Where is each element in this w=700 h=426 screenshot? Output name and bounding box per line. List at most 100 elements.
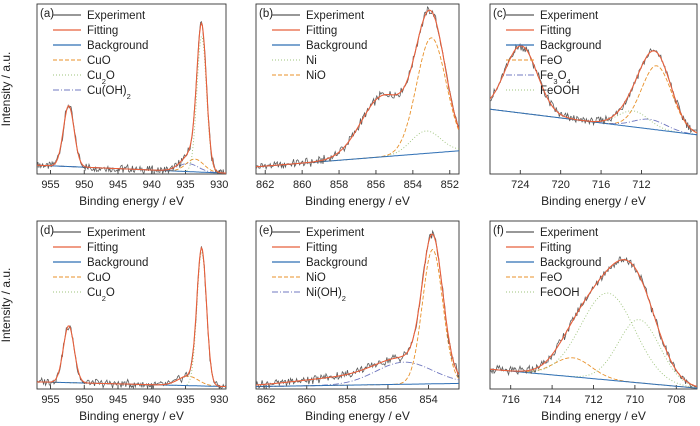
series-nio (256, 37, 459, 168)
plot-area (490, 42, 697, 136)
legend-label: FeO (540, 55, 562, 67)
y-axis-label: Intensity / a.u. (0, 268, 13, 343)
x-tick-label: 940 (143, 179, 161, 191)
legend-item-experiment: Experiment (272, 227, 365, 239)
legend-item-nio: NiO (272, 70, 326, 82)
legend-item-background: Background (272, 40, 367, 52)
x-tick-label: 716 (502, 394, 520, 406)
plot-area (37, 246, 226, 389)
x-tick-label: 856 (367, 179, 385, 191)
legend-label: Fitting (306, 242, 337, 254)
legend-item-background: Background (506, 40, 601, 52)
x-tick-label: 724 (511, 179, 529, 191)
x-tick-label: 950 (75, 394, 93, 406)
x-tick-label: 955 (41, 394, 59, 406)
legend-item-experiment: Experiment (53, 227, 146, 239)
legend-item-fe3o4: Fe3O4 (506, 70, 571, 86)
legend-label: Ni(OH)2 (306, 287, 346, 303)
legend-label: FeOOH (540, 85, 580, 97)
legend-label: Background (306, 257, 367, 269)
legend-label: CuO (87, 55, 111, 67)
plot-frame (36, 3, 227, 175)
series-experiment (490, 42, 697, 134)
x-axis-label: Binding energy / eV (79, 409, 184, 423)
panel-label: (e) (259, 225, 273, 237)
plot-area (256, 6, 459, 171)
series-fitting (37, 246, 226, 388)
legend-item-experiment: Experiment (506, 10, 599, 22)
plot-area (37, 20, 226, 174)
legend-item-nioh2: Ni(OH)2 (272, 287, 346, 303)
legend-label: Fitting (306, 25, 337, 37)
x-axis-label: Binding energy / eV (541, 194, 646, 208)
legend-label: Background (540, 257, 601, 269)
plot-area (490, 256, 697, 389)
legend-item-background: Background (506, 257, 601, 269)
legend-label: Experiment (87, 10, 146, 22)
legend-label: NiO (306, 70, 326, 82)
y-axis-label: Intensity / a.u. (0, 52, 13, 127)
x-tick-label: 935 (176, 179, 194, 191)
legend-label: FeOOH (540, 287, 580, 299)
legend-item-cuoh2: Cu(OH)2 (53, 85, 131, 101)
series-fitting (256, 9, 459, 168)
x-tick-label: 860 (293, 179, 311, 191)
legend-item-cuo: CuO (53, 55, 111, 67)
legend-item-background: Background (272, 257, 367, 269)
series-ni (256, 130, 459, 168)
x-tick-label: 862 (257, 394, 275, 406)
legend-item-cu2o: Cu2O (53, 70, 115, 86)
x-tick-label: 708 (667, 394, 685, 406)
panel-f: (f) 716 714 712 710 708 Binding energy / eV Exp… (489, 220, 698, 423)
legend-item-experiment: Experiment (506, 227, 599, 239)
plot-frame (255, 3, 460, 175)
x-tick-label: 858 (338, 394, 356, 406)
plot-frame (36, 220, 227, 390)
series-cu2o (37, 250, 226, 388)
x-tick-label: 852 (441, 179, 459, 191)
x-tick-label: 712 (584, 394, 602, 406)
plot-frame (489, 220, 698, 390)
panel-label: (c) (493, 8, 507, 20)
legend-label: Background (87, 40, 148, 52)
x-tick-label: 712 (632, 179, 650, 191)
x-tick-label: 720 (552, 179, 570, 191)
series-feooh (490, 108, 697, 136)
panel-label: (d) (40, 225, 54, 237)
legend-item-background: Background (53, 257, 148, 269)
legend-label: Experiment (87, 227, 146, 239)
legend-item-fitting: Fitting (272, 242, 337, 254)
series-feo (490, 357, 697, 389)
legend-label: Experiment (306, 10, 365, 22)
legend-label: NiO (306, 272, 326, 284)
x-axis-label: Binding energy / eV (305, 409, 410, 423)
series-fitting (37, 21, 226, 174)
x-tick-label: 950 (75, 179, 93, 191)
plot-area (256, 229, 459, 389)
panel-e: (e) 862 860 858 856 854 Binding energy / eV Exp… (255, 220, 460, 423)
legend-label: CuO (87, 272, 111, 284)
panel-label: (a) (40, 8, 54, 20)
legend-label: Ni (306, 55, 317, 67)
x-tick-label: 854 (404, 179, 422, 191)
series-feooh-2 (490, 319, 697, 388)
legend-item-feo: FeO (506, 272, 562, 284)
series-nio (256, 248, 459, 388)
legend-item-fitting: Fitting (53, 25, 118, 37)
series-background (256, 382, 459, 388)
legend-item-fitting: Fitting (272, 25, 337, 37)
panel-b: (b) 862 860 858 856 854 852 Binding energy / eV… (255, 3, 460, 208)
legend-item-feooh: FeOOH (506, 287, 580, 299)
x-tick-label: 930 (210, 179, 228, 191)
legend-label: Cu2O (87, 70, 115, 86)
legend-item-ni: Ni (272, 55, 317, 67)
legend-label: Background (540, 40, 601, 52)
series-feooh (490, 292, 697, 389)
legend-label: Fitting (87, 242, 118, 254)
x-tick-label: 856 (379, 394, 397, 406)
x-tick-label: 935 (176, 394, 194, 406)
x-tick-label: 945 (109, 394, 127, 406)
x-tick-label: 945 (109, 179, 127, 191)
x-tick-label: 862 (256, 179, 274, 191)
x-tick-label: 940 (143, 394, 161, 406)
